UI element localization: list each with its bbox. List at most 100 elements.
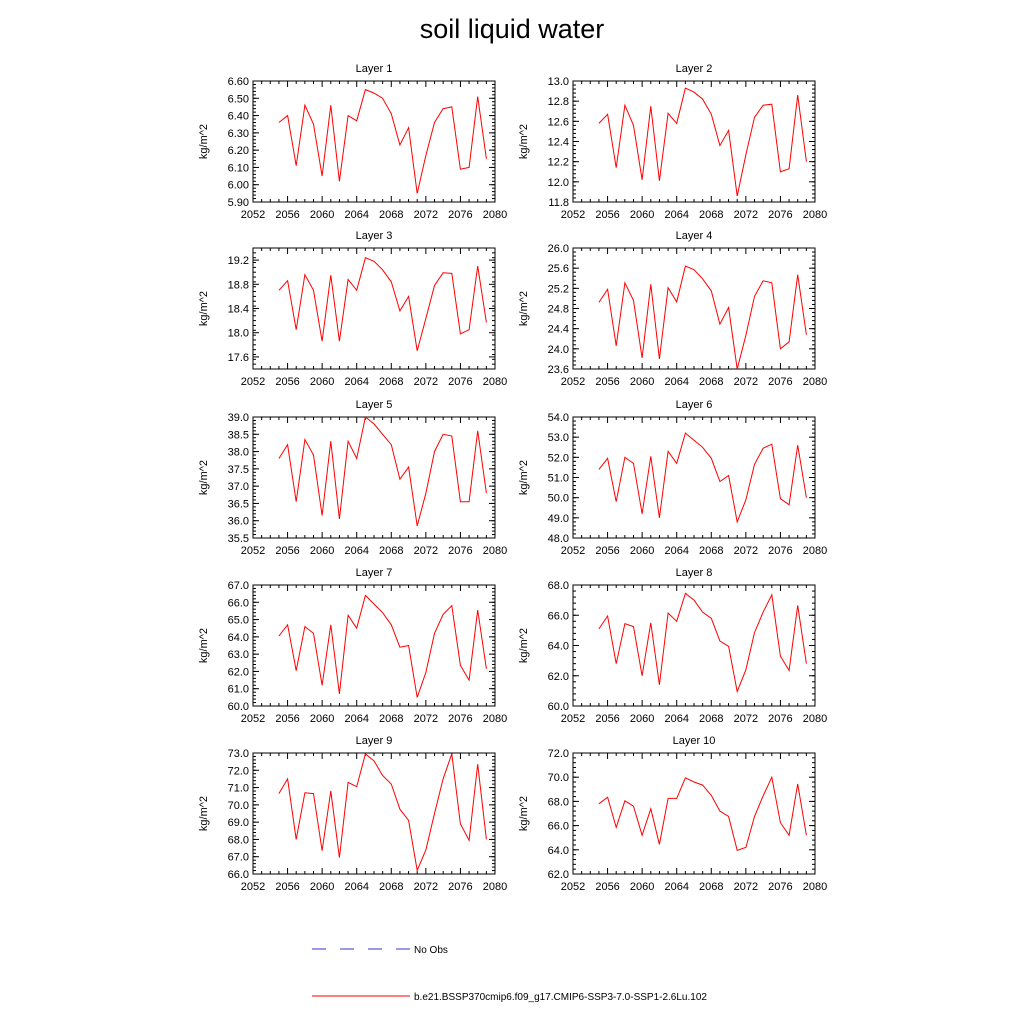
layer-6-xtick-label: 2056: [595, 545, 619, 557]
layer-4-xtick-label: 2052: [561, 376, 585, 388]
layer-1-ytick-label: 5.90: [228, 197, 249, 209]
layer-4-title: Layer 4: [676, 230, 713, 242]
layer-4-series-line: [598, 265, 807, 370]
layer-8-ytick-label: 60.0: [548, 701, 569, 713]
layer-7-ytick-label: 60.0: [228, 701, 249, 713]
layer-10-xtick-label: 2080: [803, 881, 827, 893]
layer-5-ytick-label: 35.5: [228, 533, 249, 545]
layer-10-panel: Layer 10 kg/m^2 2052 2056 2060 2064 2068 2072 20…: [518, 735, 827, 893]
layer-4-ytick-label: 23.6: [548, 364, 569, 376]
layer-10-ytick-label: 70.0: [548, 772, 569, 784]
layer-1-ytick-label: 6.10: [228, 162, 249, 174]
layer-1-xtick-label: 2076: [448, 209, 472, 221]
layer-2-plot-frame: [572, 80, 816, 203]
layer-1-xtick-label: 2072: [414, 209, 438, 221]
layer-8-xtick-label: 2056: [595, 713, 619, 725]
layer-9-ylabel: kg/m^2: [198, 796, 210, 831]
layer-1-ytick-label: 6.00: [228, 180, 249, 192]
layer-8-ytick-label: 68.0: [548, 580, 569, 592]
layer-3-xtick-label: 2068: [379, 376, 403, 388]
layer-4-xtick-label: 2072: [734, 376, 758, 388]
layer-6-xtick-label: 2080: [803, 545, 827, 557]
layer-9-xtick-label: 2072: [414, 881, 438, 893]
layer-10-xtick-label: 2068: [699, 881, 723, 893]
layer-6-xtick-label: 2060: [630, 545, 654, 557]
layer-2-xtick-label: 2080: [803, 209, 827, 221]
layer-7-panel: Layer 7 kg/m^2 2052 2056 2060 2064 2068 2072 207…: [198, 567, 507, 725]
layer-6-panel: Layer 6 kg/m^2 2052 2056 2060 2064 2068 2072 207…: [518, 399, 827, 557]
layer-6-title: Layer 6: [676, 399, 713, 411]
layer-10-xtick-label: 2064: [664, 881, 688, 893]
layer-1-xtick-label: 2060: [310, 209, 334, 221]
layer-8-ytick-label: 64.0: [548, 641, 569, 653]
layer-4-ytick-label: 25.6: [548, 263, 569, 275]
layer-5-ytick-label: 37.5: [228, 464, 249, 476]
layer-8-panel: Layer 8 kg/m^2 2052 2056 2060 2064 2068 2072 207…: [518, 567, 827, 725]
layer-9-ytick-label: 73.0: [228, 748, 249, 760]
layer-5-xtick-label: 2072: [414, 545, 438, 557]
layer-3-xtick-label: 2056: [275, 376, 299, 388]
layer-8-series-line: [598, 592, 807, 694]
layer-6-ytick-label: 48.0: [548, 533, 569, 545]
layer-3-ylabel: kg/m^2: [198, 291, 210, 326]
layer-10-ytick-label: 68.0: [548, 796, 569, 808]
layer-7-xtick-label: 2072: [414, 713, 438, 725]
layer-7-ylabel: kg/m^2: [198, 628, 210, 663]
layer-3-xtick-label: 2080: [483, 376, 507, 388]
layer-5-ytick-label: 38.0: [228, 447, 249, 459]
layer-1-title: Layer 1: [356, 63, 393, 75]
layer-6-ytick-label: 51.0: [548, 473, 569, 485]
layer-1-xtick-label: 2056: [275, 209, 299, 221]
layer-6-xtick-label: 2068: [699, 545, 723, 557]
layer-5-xtick-label: 2052: [241, 545, 265, 557]
layer-8-xtick-label: 2076: [768, 713, 792, 725]
layer-2-ylabel: kg/m^2: [518, 124, 530, 159]
layer-4-ytick-label: 25.2: [548, 283, 569, 295]
layer-2-ytick-label: 12.4: [548, 137, 569, 149]
layer-1-ytick-label: 6.40: [228, 111, 249, 123]
layer-5-xtick-label: 2080: [483, 545, 507, 557]
layer-9-ytick-label: 70.0: [228, 800, 249, 812]
layer-1-ytick-label: 6.20: [228, 145, 249, 157]
layer-5-ytick-label: 38.5: [228, 429, 249, 441]
layer-8-xtick-label: 2080: [803, 713, 827, 725]
layer-10-xtick-label: 2060: [630, 881, 654, 893]
layer-10-xtick-label: 2056: [595, 881, 619, 893]
layer-4-panel: Layer 4 kg/m^2 2052 2056 2060 2064 2068 2072 207…: [518, 230, 827, 388]
layer-6-ytick-label: 49.0: [548, 513, 569, 525]
layer-1-ytick-label: 6.50: [228, 93, 249, 105]
layer-3-xtick-label: 2060: [310, 376, 334, 388]
layer-4-ylabel: kg/m^2: [518, 291, 530, 326]
layer-9-title: Layer 9: [356, 735, 393, 747]
layer-3-xtick-label: 2076: [448, 376, 472, 388]
layer-10-xtick-label: 2052: [561, 881, 585, 893]
layer-10-ytick-label: 72.0: [548, 748, 569, 760]
layer-9-series-line: [278, 753, 487, 873]
layer-2-xtick-label: 2076: [768, 209, 792, 221]
layer-7-plot-frame: [252, 584, 496, 707]
layer-9-ytick-label: 68.0: [228, 834, 249, 846]
layer-6-ytick-label: 52.0: [548, 452, 569, 464]
layer-5-xtick-label: 2056: [275, 545, 299, 557]
layer-7-ytick-label: 67.0: [228, 580, 249, 592]
layer-6-ytick-label: 53.0: [548, 432, 569, 444]
layer-9-xtick-label: 2064: [344, 881, 368, 893]
layer-2-xtick-label: 2056: [595, 209, 619, 221]
layer-2-ytick-label: 12.6: [548, 116, 569, 128]
layer-2-ytick-label: 12.8: [548, 96, 569, 108]
layer-8-ytick-label: 66.0: [548, 610, 569, 622]
layer-8-xtick-label: 2072: [734, 713, 758, 725]
layer-1-ylabel: kg/m^2: [198, 124, 210, 159]
layer-4-ytick-label: 26.0: [548, 243, 569, 255]
layer-1-xtick-label: 2080: [483, 209, 507, 221]
layer-5-xtick-label: 2064: [344, 545, 368, 557]
layer-2-ytick-label: 12.2: [548, 157, 569, 169]
layer-1-xtick-label: 2052: [241, 209, 265, 221]
layer-6-xtick-label: 2072: [734, 545, 758, 557]
layer-9-ytick-label: 72.0: [228, 765, 249, 777]
layer-5-series-line: [278, 416, 487, 527]
layer-9-ytick-label: 67.0: [228, 852, 249, 864]
layer-4-xtick-label: 2068: [699, 376, 723, 388]
layer-2-xtick-label: 2052: [561, 209, 585, 221]
